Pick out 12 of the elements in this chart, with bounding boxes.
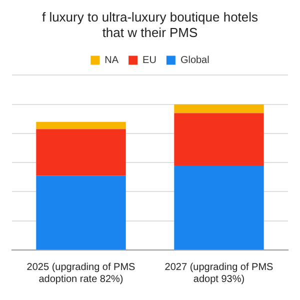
x-tick-label: 2025 (upgrading of PMS adoption rate 82%)	[26, 262, 136, 285]
legend-label: EU	[142, 54, 156, 66]
bar	[36, 176, 126, 250]
legend-label: NA	[104, 54, 119, 66]
chart-title: f luxury to ultra-luxury boutique hotels that w their PMS	[42, 9, 259, 40]
bar	[174, 113, 264, 166]
bar	[36, 129, 126, 176]
legend-label: Global	[180, 54, 210, 66]
x-tick-label: 2027 (upgrading of PMS adopt 93%)	[164, 262, 274, 285]
bar	[36, 122, 126, 130]
bar	[174, 166, 264, 250]
bar	[174, 104, 264, 114]
